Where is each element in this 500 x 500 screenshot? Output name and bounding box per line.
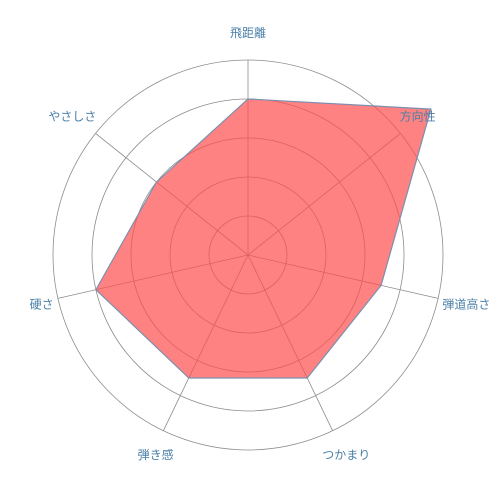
axis-label-4: つかまり <box>322 448 370 462</box>
axis-label-6: 硬さ <box>30 297 54 311</box>
axis-label-3: 弾道高さ <box>442 296 490 311</box>
series-area-1 <box>95 98 432 379</box>
series-layer <box>95 98 432 379</box>
axis-label-2: 方向性 <box>400 109 436 124</box>
axis-label-7: やさしさ <box>48 110 96 124</box>
axis-label-1: 飛距離 <box>230 26 266 40</box>
axis-label-5: 弾き感 <box>138 447 174 462</box>
